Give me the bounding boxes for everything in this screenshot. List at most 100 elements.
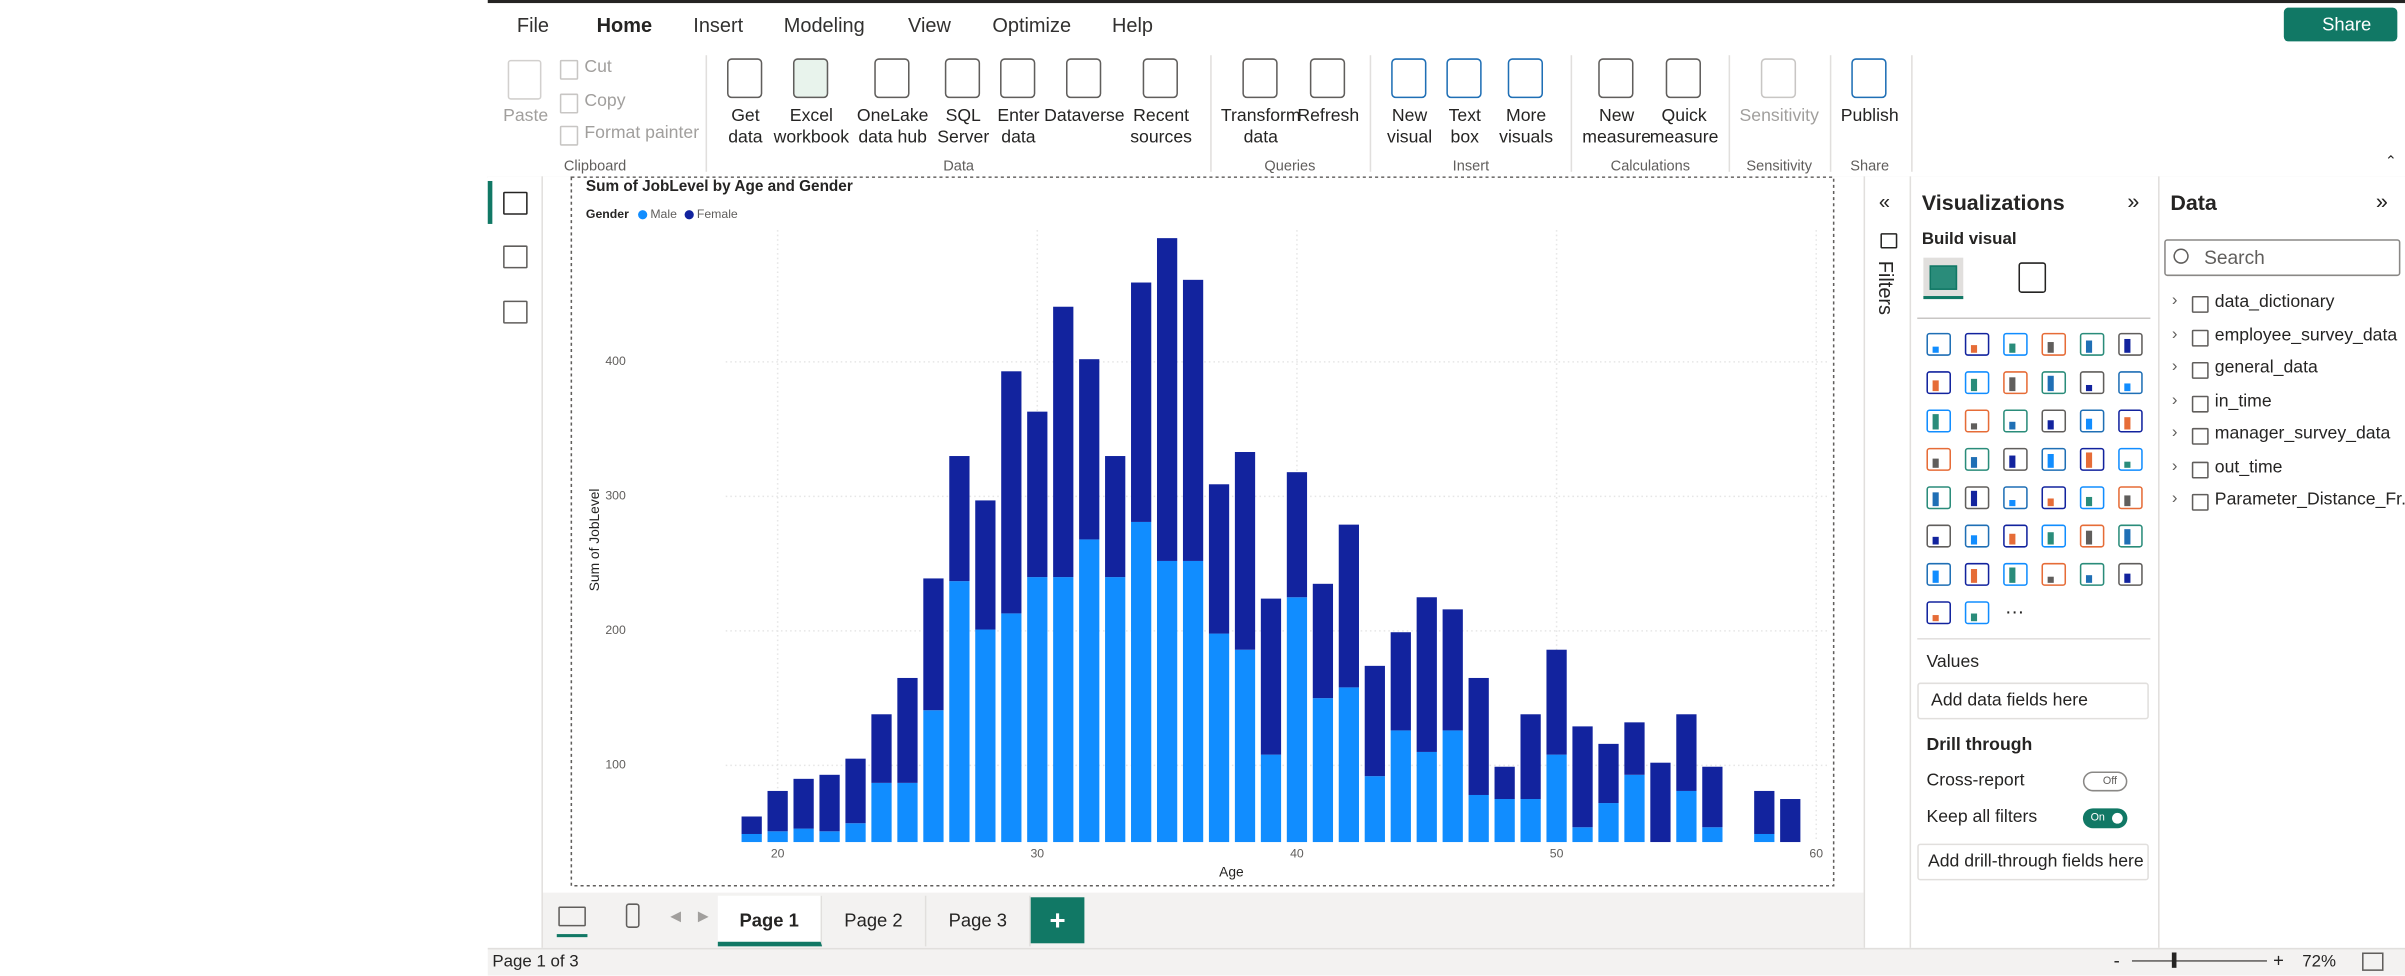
ribbon-button[interactable]: Paste [503, 107, 549, 126]
viz-icon[interactable] [1926, 486, 1951, 510]
expand-icon[interactable]: » [2375, 188, 2388, 214]
ribbon-button[interactable]: New [1391, 107, 1428, 126]
table-item[interactable]: Parameter_Distance_Fr... [2214, 490, 2405, 510]
ribbon-button[interactable]: sources [1130, 128, 1192, 148]
chevron[interactable]: › [2171, 423, 2178, 442]
search-box[interactable]: Search [2164, 239, 2401, 277]
viz-icon[interactable] [2003, 562, 2028, 586]
viz-icon[interactable] [2041, 371, 2067, 395]
ribbon-button[interactable]: Copy [584, 92, 626, 111]
viz-icon[interactable] [2041, 447, 2067, 471]
ribbon-button[interactable]: SQL [945, 107, 981, 126]
viz-icon[interactable] [2118, 371, 2143, 395]
viz-icon[interactable] [2079, 562, 2105, 586]
ribbon-button[interactable]: Transform [1220, 107, 1301, 126]
table-item[interactable]: employee_survey_data [2214, 325, 2398, 345]
zoom-thumb[interactable] [2171, 952, 2177, 968]
menu-item[interactable]: File [516, 13, 550, 37]
ribbon-button[interactable]: Get [731, 107, 760, 126]
ribbon-button[interactable]: Quick [1661, 107, 1707, 126]
toggle-off[interactable]: Off [2082, 771, 2128, 792]
viz-icon[interactable] [1964, 562, 1990, 586]
filters-title[interactable]: Filters [1874, 260, 1898, 316]
chevron[interactable]: › [2171, 357, 2178, 376]
chevron[interactable]: › [2171, 489, 2178, 508]
ribbon-button[interactable]: OneLake [856, 107, 929, 126]
more-icon[interactable]: … [2004, 595, 2025, 619]
viz-icon[interactable] [2041, 562, 2067, 586]
ribbon-button[interactable]: Cut [584, 58, 612, 77]
table-item[interactable]: out_time [2214, 457, 2283, 477]
viz-icon[interactable] [2003, 371, 2028, 395]
ribbon-button[interactable]: Refresh [1297, 107, 1360, 126]
format-icon[interactable] [2018, 262, 2047, 293]
ribbon-button[interactable]: measure [1649, 128, 1719, 148]
desktop-icon[interactable] [558, 906, 586, 927]
nav-icon[interactable] [503, 191, 528, 215]
viz-icon[interactable] [1926, 371, 1951, 395]
viz-icon[interactable] [2079, 332, 2105, 356]
ribbon-button[interactable]: data [728, 128, 763, 148]
menu-item[interactable]: Modeling [783, 13, 865, 37]
viz-icon[interactable] [2041, 332, 2067, 356]
ribbon-button[interactable]: Recent [1133, 107, 1190, 126]
zoom-plus[interactable]: + [2273, 949, 2284, 971]
ribbon-button[interactable]: New [1598, 107, 1635, 126]
ribbon-button[interactable]: data [1243, 128, 1278, 148]
nav-arrow[interactable]: ◀ [670, 908, 681, 924]
viz-icon[interactable] [2079, 447, 2105, 471]
zoom-minus[interactable]: - [2113, 949, 2120, 971]
ribbon-button[interactable]: box [1450, 128, 1479, 148]
menu-item[interactable]: View [908, 13, 951, 37]
viz-icon[interactable] [2003, 447, 2028, 471]
ribbon-button[interactable]: visuals [1499, 128, 1554, 148]
viz-icon[interactable] [1926, 601, 1951, 625]
page-tab[interactable]: Page 2 [822, 895, 927, 947]
page-tab[interactable]: Page 3 [926, 895, 1031, 947]
menu-item[interactable]: Home [596, 13, 653, 37]
drop-field[interactable]: Add drill-through fields here [1917, 843, 2149, 881]
viz-icon[interactable] [1926, 332, 1951, 356]
nav-icon[interactable] [503, 300, 528, 324]
ribbon-button[interactable]: Dataverse [1044, 107, 1125, 126]
fit-icon[interactable] [2362, 952, 2384, 971]
viz-icon[interactable] [1964, 524, 1990, 548]
viz-icon[interactable] [2003, 409, 2028, 433]
menu-item[interactable]: Help [1112, 13, 1154, 37]
menu-item[interactable]: Insert [693, 13, 744, 37]
viz-icon[interactable] [2079, 486, 2105, 510]
ribbon-button[interactable]: Excel [789, 107, 833, 126]
menu-item[interactable]: Optimize [992, 13, 1072, 37]
table-item[interactable]: in_time [2214, 391, 2272, 411]
chevron[interactable]: › [2171, 390, 2178, 409]
viz-icon[interactable] [2079, 524, 2105, 548]
viz-icon[interactable] [1926, 409, 1951, 433]
nav-icon[interactable] [503, 245, 528, 269]
viz-icon[interactable] [2079, 371, 2105, 395]
collapse-icon[interactable]: « [1878, 190, 1891, 214]
viz-icon[interactable] [2041, 486, 2067, 510]
ribbon-button[interactable]: More [1506, 107, 1547, 126]
drop-field[interactable]: Add data fields here [1917, 682, 2149, 720]
viz-icon[interactable] [1964, 601, 1990, 625]
ribbon-button[interactable]: Text [1448, 107, 1481, 126]
chevron[interactable]: › [2171, 324, 2178, 343]
ribbon-button[interactable]: Publish [1840, 107, 1899, 126]
table-item[interactable]: manager_survey_data [2214, 424, 2391, 444]
viz-icon[interactable] [2118, 486, 2143, 510]
viz-icon[interactable] [1964, 371, 1990, 395]
page-tab[interactable]: Page 1 [717, 895, 823, 947]
viz-icon[interactable] [1964, 486, 1990, 510]
ribbon-button[interactable]: measure [1582, 128, 1651, 148]
ribbon-button[interactable]: workbook [773, 128, 850, 148]
collapse-ribbon[interactable]: ⌃ [2385, 153, 2397, 169]
viz-icon[interactable] [2003, 524, 2028, 548]
share-button[interactable]: Share [2283, 7, 2398, 42]
viz-icon[interactable] [2118, 332, 2143, 356]
viz-icon[interactable] [1926, 524, 1951, 548]
viz-icon[interactable] [1926, 447, 1951, 471]
viz-icon[interactable] [2003, 332, 2028, 356]
viz-icon[interactable] [1964, 409, 1990, 433]
table-item[interactable]: general_data [2214, 358, 2318, 378]
viz-icon[interactable] [2079, 409, 2105, 433]
